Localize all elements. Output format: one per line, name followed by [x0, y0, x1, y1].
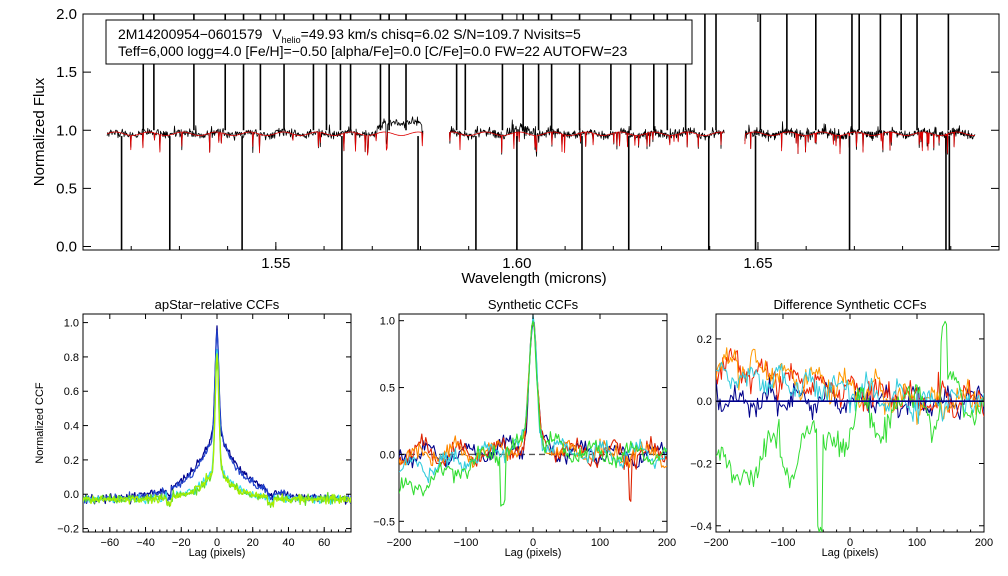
spectrum-y-tick-label: 2.0 — [56, 6, 77, 23]
synthetic-ccf-panel: −200 −100 0 100 200 −0.5 0.0 0.5 1.0 Synthetic … — [373, 297, 676, 559]
visit-stats: =49.93 km/s chisq=6.02 S/N=109.7 Nvisits… — [301, 26, 581, 42]
synthetic-ccf-x-axis-label: Lag (pixels) — [505, 547, 562, 559]
synthetic-ccf-line-visit-5 — [399, 320, 667, 507]
star-id: 2M14200954−0601579 — [118, 26, 263, 42]
synthetic-ccf-x-tick-label: 0 — [530, 537, 536, 549]
apstar-ccf-y-tick-label: −0.2 — [57, 524, 79, 536]
apstar-ccf-y-tick-label: 0.4 — [64, 421, 79, 433]
spectrum-y-tick-label: 1.0 — [56, 122, 77, 139]
difference-ccf-x-tick-label: 100 — [908, 537, 926, 549]
difference-ccf-x-tick-label: −100 — [771, 537, 796, 549]
synthetic-ccf-y-tick-label: 1.0 — [380, 316, 395, 328]
vhelio-label: V — [272, 26, 282, 42]
difference-ccf-line-visit-4 — [716, 361, 984, 424]
apstar-ccf-y-tick-label: 0.6 — [64, 386, 79, 398]
apstar-ccf-y-tick-label: 0.2 — [64, 455, 79, 467]
synthetic-ccf-x-tick-label: 200 — [658, 537, 676, 549]
apstar-ccf-y-tick-label: 1.0 — [64, 318, 79, 330]
apstar-ccf-x-tick-label: 0 — [214, 537, 220, 549]
vhelio-subscript: helio — [282, 35, 301, 45]
apstar-ccf-x-tick-label: 20 — [247, 537, 259, 549]
spectrum-legend-line-1: 2M14200954−0601579 Vhelio=49.93 km/s chi… — [118, 26, 581, 45]
apstar-ccf-y-ticks: −0.2 0.0 0.2 0.4 0.6 0.8 1.0 — [57, 318, 351, 536]
apstar-ccf-panel: −60 −40 −20 0 20 40 60 −0.20.00.20.40.60.81.0 … — [34, 297, 352, 559]
apstar-ccf-x-tick-label: −60 — [100, 537, 119, 549]
apstar-ccf-x-tick-label: −20 — [172, 537, 191, 549]
synthetic-ccf-x-tick-label: −200 — [387, 537, 412, 549]
synthetic-ccf-x-tick-label: −100 — [454, 537, 479, 549]
apstar-ccf-x-tick-label: 60 — [318, 537, 330, 549]
difference-ccf-x-tick-label: −200 — [704, 537, 729, 549]
spectrum-legend-box — [105, 19, 693, 65]
synthetic-ccf-x-tick-label: 100 — [591, 537, 609, 549]
observed-spectrum-chip-2 — [449, 119, 725, 157]
spectrum-x-tick-label: 1.65 — [743, 255, 772, 272]
difference-ccf-y-ticks: −0.4 −0.2 0.0 0.2 — [690, 334, 984, 533]
apstar-ccf-x-ticks: −60 −40 −20 0 20 40 60 — [87, 314, 347, 549]
spectrum-x-axis-label: Wavelength (microns) — [461, 270, 606, 287]
difference-ccf-line-visit-3 — [716, 347, 984, 425]
synthetic-ccf-y-tick-label: −0.5 — [373, 516, 395, 528]
spectrum-x-tick-label: 1.55 — [261, 255, 290, 272]
apstar-ccf-x-tick-label: 40 — [282, 537, 294, 549]
spectrum-plot-frame — [82, 13, 1000, 251]
difference-ccf-x-ticks: −200 −100 0 100 200 — [704, 314, 993, 549]
synthetic-ccf-data — [399, 314, 667, 507]
apstar-ccf-y-tick-label: 0.8 — [64, 352, 79, 364]
model-spectrum-chip-3 — [744, 131, 975, 155]
apstar-ccf-data — [83, 325, 351, 508]
synthetic-ccf-y-tick-label: 0.5 — [380, 383, 395, 395]
spectrum-x-ticks: 1.55 1.60 1.65 — [82, 14, 952, 272]
apstar-ccf-y-tick-label: 0.0 — [64, 489, 79, 501]
spectrum-legend-line-2: Teff=6,000 logg=4.0 [Fe/H]=−0.50 [alpha/… — [118, 43, 627, 59]
difference-ccf-y-tick-label: −0.4 — [690, 521, 712, 533]
model-spectrum-chip-2 — [449, 131, 725, 153]
difference-ccf-y-tick-label: 0.2 — [697, 334, 712, 346]
apstar-ccf-x-tick-label: −40 — [136, 537, 155, 549]
difference-ccf-y-tick-label: −0.2 — [690, 458, 712, 470]
apstar-ccf-title: apStar−relative CCFs — [155, 297, 280, 312]
apstar-ccf-x-axis-label: Lag (pixels) — [189, 547, 246, 559]
model-spectrum-chip-1 — [106, 131, 424, 156]
difference-ccf-panel: −200 −100 0 100 200 −0.4 −0.2 0.0 0.2 Differenc… — [690, 297, 993, 559]
difference-ccf-line-visit-5 — [716, 320, 984, 532]
difference-ccf-plot-frame — [715, 313, 985, 533]
difference-ccf-x-tick-label: 200 — [975, 537, 993, 549]
synthetic-ccf-title: Synthetic CCFs — [488, 297, 579, 312]
apstar-ccf-line-visit-5 — [83, 353, 351, 508]
apstar-ccf-line-visit-3 — [83, 348, 351, 507]
spectrum-x-tick-label: 1.60 — [502, 255, 531, 272]
spectrum-y-tick-label: 1.5 — [56, 64, 77, 81]
spectrum-panel: 1.55 1.60 1.65 0.0 0.5 1.0 1.5 2.0 Wavelength … — [31, 6, 1000, 287]
difference-ccf-y-tick-label: 0.0 — [697, 396, 712, 408]
apstar-ccf-line-visit-4 — [83, 361, 351, 508]
difference-ccf-x-axis-label: Lag (pixels) — [822, 547, 879, 559]
apstar-ccf-y-axis-label: Normalized CCF — [34, 382, 46, 464]
synthetic-ccf-line-visit-2 — [399, 321, 667, 502]
spectrum-legend: 2M14200954−0601579 Vhelio=49.93 km/s chi… — [105, 19, 693, 65]
spectrum-y-ticks: 0.0 0.5 1.0 1.5 2.0 — [56, 6, 999, 256]
synthetic-ccf-plot-frame — [398, 313, 668, 533]
spectrum-y-tick-label: 0.0 — [56, 239, 77, 256]
difference-ccf-title: Difference Synthetic CCFs — [774, 297, 927, 312]
difference-ccf-data — [716, 320, 984, 532]
spectrum-y-axis-label: Normalized Flux — [31, 77, 48, 186]
spectrum-y-tick-label: 0.5 — [56, 180, 77, 197]
synthetic-ccf-y-ticks: −0.5 0.0 0.5 1.0 — [373, 316, 667, 528]
difference-ccf-x-tick-label: 0 — [847, 537, 853, 549]
synthetic-ccf-y-tick-label: 0.0 — [380, 449, 395, 461]
synthetic-ccf-x-ticks: −200 −100 0 100 200 — [387, 314, 676, 549]
